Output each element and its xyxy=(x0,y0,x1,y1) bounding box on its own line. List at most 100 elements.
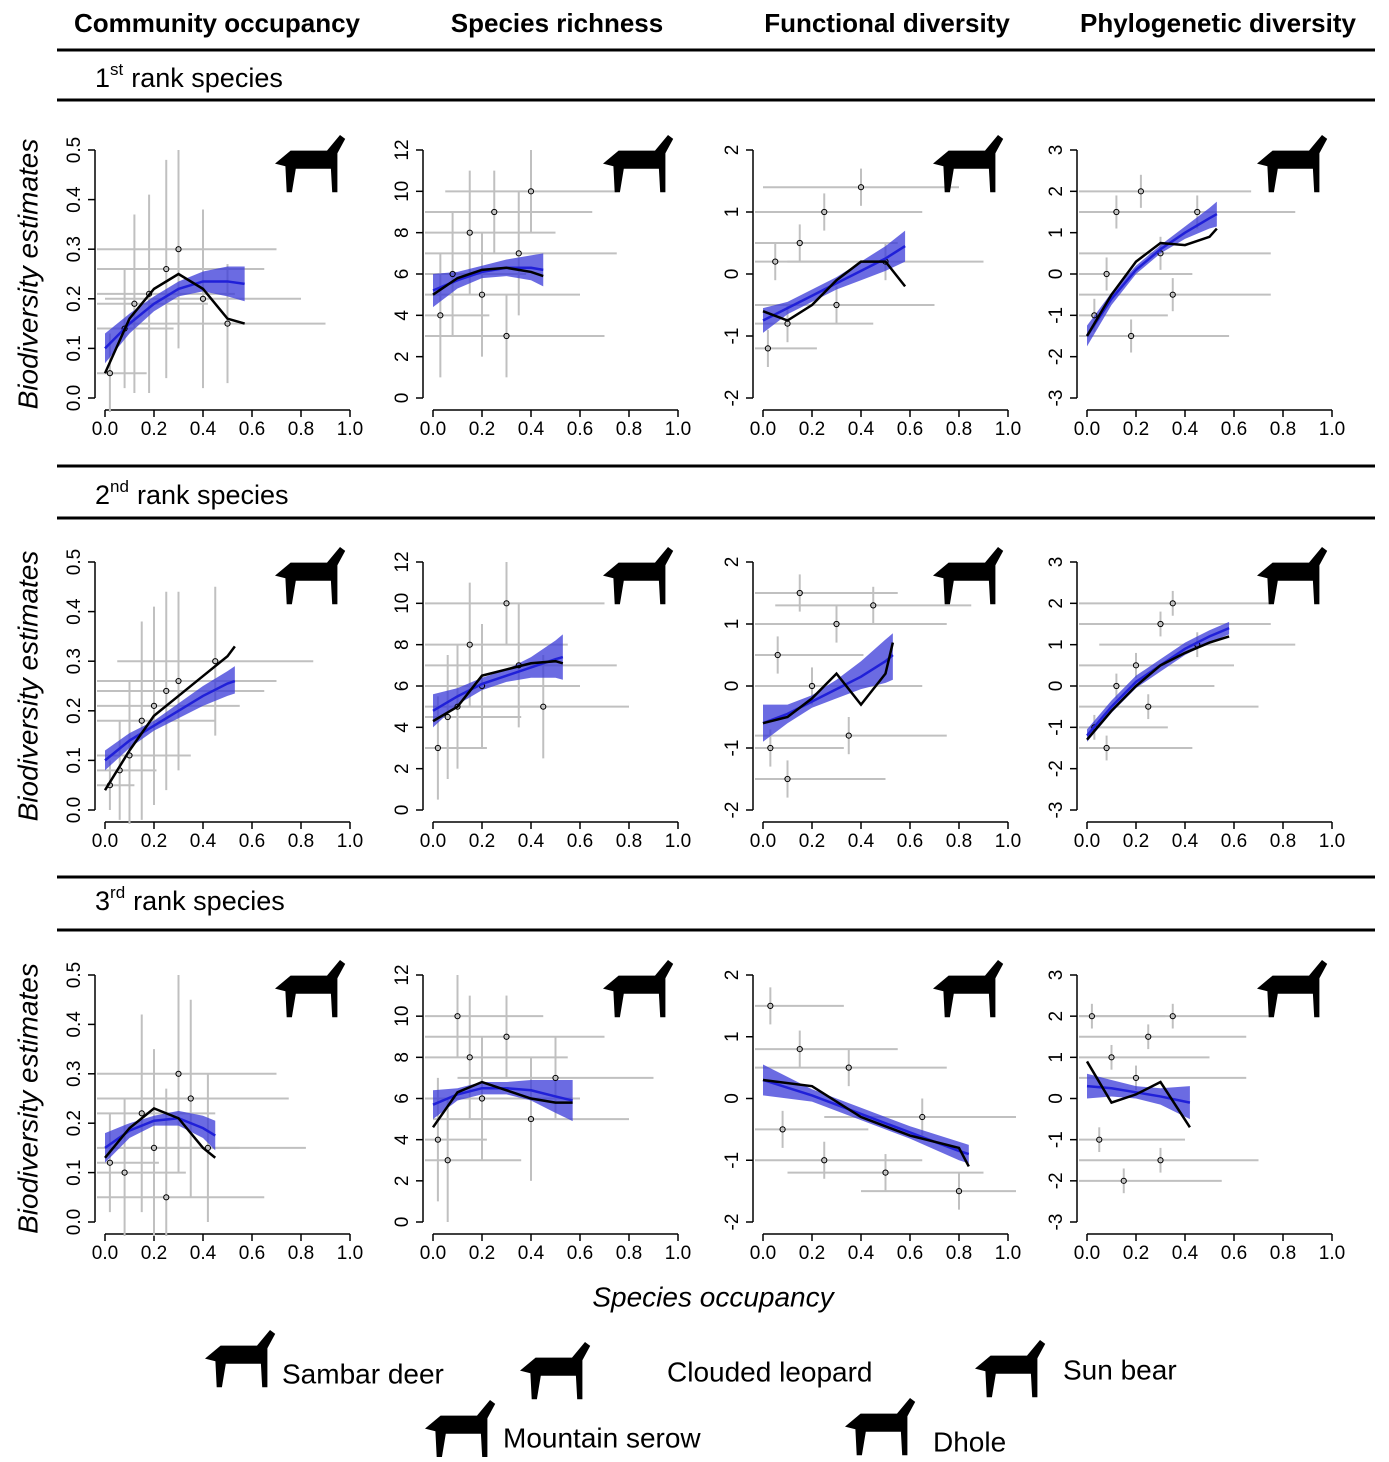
x-axis-label: Species occupancy xyxy=(592,1281,835,1312)
smooth-line xyxy=(1087,636,1229,739)
y-tick-label: -3 xyxy=(1046,802,1067,819)
panel: -3-2-101230.00.20.40.60.81.0 xyxy=(1014,960,1346,1264)
y-tick-label: -3 xyxy=(1046,390,1067,407)
rank-suffix: nd xyxy=(110,477,129,496)
animal-icon xyxy=(603,960,673,1017)
y-tick-label: -3 xyxy=(1046,1214,1067,1231)
x-tick-label: 0.8 xyxy=(1270,831,1296,852)
y-tick-label: 1 xyxy=(722,619,743,630)
y-tick-label: -2 xyxy=(1046,1172,1067,1189)
x-tick-label: 0.4 xyxy=(1172,419,1199,440)
x-tick-label: 0.6 xyxy=(897,419,923,440)
x-tick-label: 1.0 xyxy=(665,419,691,440)
y-tick-label: 8 xyxy=(392,227,413,238)
panel: 0246810120.00.20.40.60.81.0 xyxy=(372,960,691,1264)
y-tick-label: 0.5 xyxy=(64,549,85,575)
y-tick-label: -2 xyxy=(1046,348,1067,365)
x-tick-label: 1.0 xyxy=(337,1243,363,1264)
legend-label: Sun bear xyxy=(1063,1354,1177,1385)
x-tick-label: 0.0 xyxy=(420,1243,446,1264)
y-axis-label: Biodiversity estimates xyxy=(12,551,43,822)
panel: -2-10120.00.20.40.60.81.0 xyxy=(690,547,1022,852)
x-tick-label: 0.4 xyxy=(518,419,545,440)
x-tick-label: 0.0 xyxy=(750,831,776,852)
x-tick-label: 0.2 xyxy=(1123,419,1149,440)
y-tick-label: 2 xyxy=(722,970,743,981)
x-tick-label: 0.0 xyxy=(1074,419,1100,440)
x-tick-label: 1.0 xyxy=(1319,831,1345,852)
x-tick-label: 0.8 xyxy=(616,1243,642,1264)
y-tick-label: -1 xyxy=(722,328,743,345)
plot-area xyxy=(68,587,313,830)
y-tick-label: 8 xyxy=(392,639,413,650)
legend-label: Dhole xyxy=(933,1426,1006,1457)
rank-label: rank species xyxy=(137,480,289,510)
confidence-band xyxy=(433,253,543,307)
y-tick-label: -2 xyxy=(722,390,743,407)
x-tick-label: 0.0 xyxy=(92,419,118,440)
rank-label: rank species xyxy=(133,886,285,916)
animal-icon xyxy=(275,135,345,192)
y-tick-label: 8 xyxy=(392,1052,413,1063)
x-tick-label: 0.6 xyxy=(239,831,265,852)
y-tick-label: -1 xyxy=(1046,307,1067,324)
y-tick-label: 0.0 xyxy=(64,1209,85,1235)
plot-area xyxy=(1018,175,1295,353)
legend-icon xyxy=(205,1330,275,1387)
legend-icon xyxy=(975,1340,1045,1397)
x-tick-label: 0.4 xyxy=(190,1243,217,1264)
x-tick-label: 0.2 xyxy=(1123,831,1149,852)
y-tick-label: 1 xyxy=(722,207,743,218)
y-tick-label: 2 xyxy=(722,145,743,156)
x-tick-label: 0.6 xyxy=(567,1243,593,1264)
row-label: 1strank species xyxy=(95,60,283,93)
y-tick-label: -1 xyxy=(722,1152,743,1169)
legend-label: Sambar deer xyxy=(282,1358,444,1389)
animal-icon xyxy=(603,135,673,192)
y-tick-label: 0.3 xyxy=(64,648,85,674)
y-tick-label: -1 xyxy=(1046,719,1067,736)
y-tick-label: 10 xyxy=(392,181,413,202)
confidence-band xyxy=(763,1065,969,1164)
y-tick-label: 0 xyxy=(392,805,413,816)
y-tick-label: 0.3 xyxy=(64,236,85,262)
x-tick-label: 0.8 xyxy=(288,1243,314,1264)
rank-number: 2 xyxy=(95,480,110,510)
x-tick-label: 0.4 xyxy=(1172,831,1199,852)
x-tick-label: 0.4 xyxy=(518,831,545,852)
y-tick-label: 2 xyxy=(392,351,413,362)
column-header: Functional diversity xyxy=(764,8,1010,38)
x-tick-label: 0.0 xyxy=(750,1243,776,1264)
y-tick-label: 3 xyxy=(1046,970,1067,981)
animal-icon xyxy=(1257,135,1327,192)
rank-number: 1 xyxy=(95,63,110,93)
x-tick-label: 0.0 xyxy=(750,419,776,440)
x-tick-label: 0.2 xyxy=(469,831,495,852)
y-tick-label: 0 xyxy=(1046,681,1067,692)
animal-icon xyxy=(1257,547,1327,604)
animal-icon xyxy=(603,547,673,604)
legend-icon xyxy=(520,1342,590,1399)
y-tick-label: 1 xyxy=(1046,1052,1067,1063)
plot-area xyxy=(702,169,984,367)
y-tick-label: 1 xyxy=(1046,227,1067,238)
x-tick-label: 0.8 xyxy=(288,831,314,852)
animal-icon xyxy=(933,547,1003,604)
x-tick-label: 0.8 xyxy=(946,419,972,440)
panel: 0246810120.00.20.40.60.81.0 xyxy=(379,135,691,440)
x-tick-label: 0.0 xyxy=(420,831,446,852)
column-header: Species richness xyxy=(451,8,663,38)
y-tick-label: -2 xyxy=(722,802,743,819)
x-tick-label: 0.0 xyxy=(1074,1243,1100,1264)
x-tick-label: 0.2 xyxy=(469,419,495,440)
x-tick-label: 1.0 xyxy=(1319,419,1345,440)
panel: 0.00.10.20.30.40.50.00.20.40.60.81.0 xyxy=(61,135,363,440)
y-axis-label: Biodiversity estimates xyxy=(12,963,43,1234)
y-tick-label: 2 xyxy=(1046,598,1067,609)
row-label: 2nd rank species xyxy=(95,477,289,510)
x-tick-label: 1.0 xyxy=(995,831,1021,852)
plot-area xyxy=(61,150,326,413)
y-tick-label: 0 xyxy=(392,393,413,404)
y-tick-label: 0.4 xyxy=(64,186,85,213)
animal-icon xyxy=(275,960,345,1017)
